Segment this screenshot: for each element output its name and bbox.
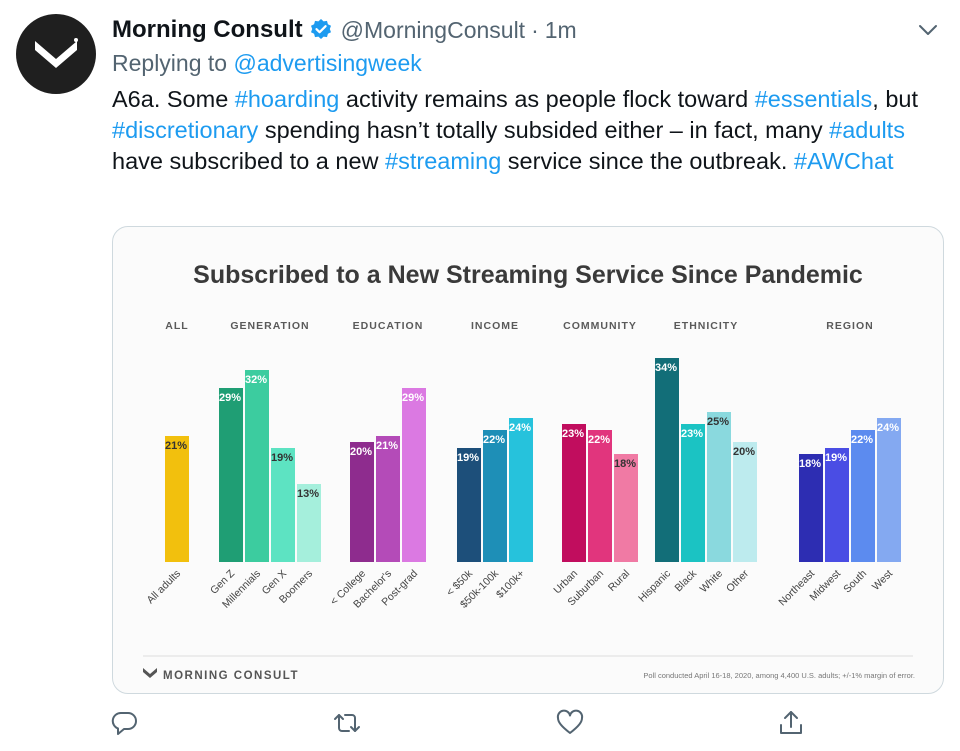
- timestamp[interactable]: 1m: [544, 16, 577, 43]
- group-label: ALL: [165, 320, 188, 332]
- data-label: 20%: [733, 446, 755, 458]
- hashtag-link[interactable]: #AWChat: [793, 148, 894, 174]
- group-label: COMMUNITY: [563, 320, 637, 332]
- hashtag-link[interactable]: #hoarding: [234, 86, 340, 112]
- data-label: 18%: [614, 458, 636, 470]
- avatar[interactable]: [16, 14, 96, 94]
- replying-to: Replying to @advertisingweek: [112, 50, 422, 77]
- data-label: 21%: [165, 440, 187, 452]
- group-label: ETHNICITY: [674, 320, 738, 332]
- data-label: 22%: [588, 434, 610, 446]
- hashtag-link[interactable]: #essentials: [754, 86, 873, 112]
- hashtag-link[interactable]: #discretionary: [112, 117, 259, 143]
- data-label: 23%: [562, 428, 584, 440]
- data-label: 29%: [219, 392, 241, 404]
- footnote: Poll conducted April 16-18, 2020, among …: [643, 671, 915, 680]
- verified-badge-icon: [309, 18, 333, 42]
- bar: [402, 388, 426, 562]
- bar: [271, 448, 295, 562]
- category-label: Black: [672, 567, 699, 594]
- category-label: Rural: [606, 568, 632, 594]
- morning-consult-logo-icon: [143, 668, 157, 678]
- data-label: 24%: [509, 422, 531, 434]
- category-label: Northeast: [776, 568, 817, 609]
- group-label: GENERATION: [230, 320, 309, 332]
- bar: [825, 448, 849, 562]
- chart-image[interactable]: Subscribed to a New Streaming Service Si…: [112, 226, 944, 694]
- data-label: 25%: [707, 416, 729, 428]
- replying-to-link[interactable]: @advertisingweek: [233, 50, 422, 76]
- data-label: 21%: [376, 440, 398, 452]
- category-label: Other: [724, 567, 751, 594]
- bar: [376, 436, 400, 562]
- data-label: 34%: [655, 362, 677, 374]
- bar: [681, 424, 705, 562]
- bar: [297, 484, 321, 562]
- bar: [457, 448, 481, 562]
- category-label: South: [841, 568, 869, 596]
- data-label: 13%: [297, 488, 319, 500]
- bar: [562, 424, 586, 562]
- chart-title: Subscribed to a New Streaming Service Si…: [193, 261, 863, 289]
- category-label: Hispanic: [636, 568, 673, 605]
- category-label: White: [698, 568, 726, 596]
- display-name[interactable]: Morning Consult: [112, 16, 303, 43]
- separator: ·: [531, 16, 539, 43]
- bar: [165, 436, 189, 562]
- data-label: 19%: [457, 452, 479, 464]
- footer-brand: MORNING CONSULT: [163, 670, 299, 682]
- bar: [877, 418, 901, 562]
- bar: [588, 430, 612, 562]
- hashtag-link[interactable]: #adults: [829, 117, 905, 143]
- chevron-down-icon[interactable]: [916, 18, 940, 42]
- tweet-text-segment: , but: [872, 86, 919, 112]
- tweet-text-segment: A6a. Some: [112, 86, 235, 112]
- reply-icon[interactable]: [110, 708, 140, 738]
- tweet-header: Morning Consult @MorningConsult · 1m: [112, 14, 940, 46]
- tweet-text: A6a. Some #hoarding activity remains as …: [112, 84, 942, 177]
- bar: [483, 430, 507, 562]
- handle[interactable]: @MorningConsult: [340, 16, 526, 43]
- data-label: 23%: [681, 428, 703, 440]
- retweet-icon[interactable]: [332, 708, 362, 738]
- bar: [614, 454, 638, 562]
- data-label: 19%: [271, 452, 293, 464]
- hashtag-link[interactable]: #streaming: [385, 148, 502, 174]
- tweet-text-segment: spending hasn’t totally subsided either …: [258, 117, 830, 143]
- bar: [245, 370, 269, 562]
- category-label: $100k+: [494, 568, 527, 601]
- data-label: 18%: [799, 458, 821, 470]
- bar: [799, 454, 823, 562]
- category-label: West: [870, 568, 895, 593]
- bar: [350, 442, 374, 562]
- tweet-text-segment: have subscribed to a new: [112, 148, 386, 174]
- bar: [851, 430, 875, 562]
- bar: [219, 388, 243, 562]
- share-icon[interactable]: [776, 708, 806, 738]
- group-label: REGION: [826, 320, 873, 332]
- category-label: All adults: [145, 568, 184, 607]
- data-label: 24%: [877, 422, 899, 434]
- data-label: 20%: [350, 446, 372, 458]
- tweet-text-segment: activity remains as people flock toward: [339, 86, 755, 112]
- bar-chart: Subscribed to a New Streaming Service Si…: [143, 261, 915, 682]
- morning-consult-logo-icon: [35, 38, 78, 68]
- replying-prefix: Replying to: [112, 50, 234, 76]
- group-label: EDUCATION: [353, 320, 424, 332]
- like-icon[interactable]: [555, 708, 585, 738]
- data-label: 32%: [245, 374, 267, 386]
- bar: [655, 358, 679, 562]
- bar: [707, 412, 731, 562]
- data-label: 19%: [825, 452, 847, 464]
- data-label: 22%: [483, 434, 505, 446]
- data-label: 29%: [402, 392, 424, 404]
- data-label: 22%: [851, 434, 873, 446]
- bar: [509, 418, 533, 562]
- bar: [733, 442, 757, 562]
- group-label: INCOME: [471, 320, 519, 332]
- tweet-text-segment: service since the outbreak.: [501, 148, 794, 174]
- tweet-actions: [0, 708, 960, 744]
